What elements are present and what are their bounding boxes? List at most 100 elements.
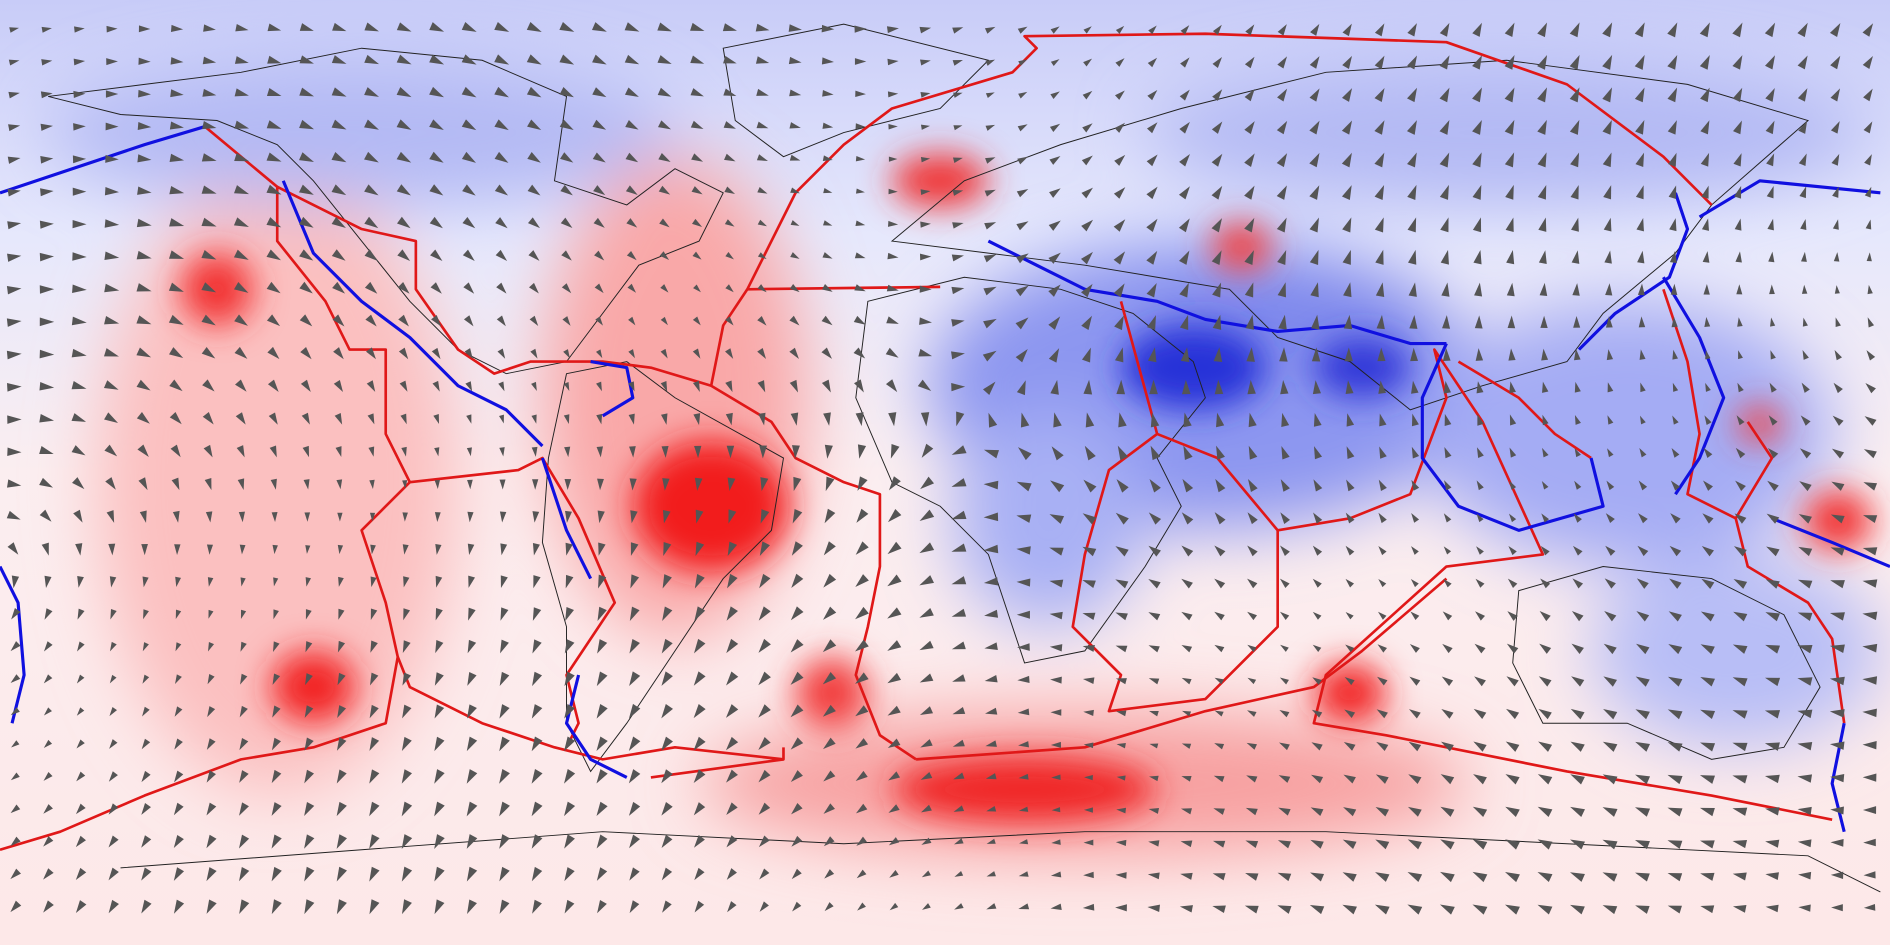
arrow (1375, 839, 1390, 850)
arrow (789, 283, 800, 293)
arrow (1863, 88, 1873, 102)
arrow (109, 739, 118, 749)
arrow (1180, 808, 1192, 815)
arrow (1279, 742, 1290, 751)
arrow (919, 607, 934, 618)
arrow (1309, 120, 1320, 135)
arrow (267, 55, 282, 64)
arrow (564, 671, 575, 687)
arrow (1637, 283, 1645, 296)
arrow (628, 316, 636, 326)
arrow (760, 477, 769, 492)
arrow (1539, 282, 1548, 297)
arrow (1734, 513, 1747, 524)
arrow (591, 22, 607, 32)
arrow (1764, 22, 1776, 38)
arrow (790, 252, 800, 259)
arrow (7, 253, 22, 262)
arrow (694, 867, 705, 881)
arrow (41, 26, 52, 33)
arrow (1248, 412, 1257, 428)
arrow (887, 91, 899, 98)
arrow (1863, 482, 1878, 491)
arrow (434, 899, 445, 915)
arrow (857, 902, 866, 911)
arrow (304, 705, 314, 718)
arrow (238, 511, 245, 523)
arrow (1863, 838, 1876, 847)
arrow (1082, 645, 1095, 652)
arrow (757, 380, 766, 393)
arrow (1147, 90, 1158, 101)
arrow (206, 738, 216, 750)
arrow (1407, 55, 1417, 70)
arrow (1602, 807, 1618, 817)
arrow (1635, 676, 1650, 687)
arrow (595, 316, 603, 326)
arrow (854, 25, 867, 33)
arrow (630, 510, 638, 524)
arrow (1766, 546, 1780, 557)
arrow (1247, 379, 1256, 395)
arrow (1506, 282, 1515, 297)
arrow (1148, 25, 1157, 35)
arrow (77, 576, 84, 588)
arrow (1699, 775, 1716, 784)
arrow (1504, 55, 1515, 70)
arrow (499, 866, 510, 882)
arrow (919, 253, 932, 261)
arrow (1311, 314, 1320, 330)
arrow (202, 121, 217, 130)
arrow (1570, 152, 1580, 168)
arrow (1667, 22, 1678, 38)
arrow (1048, 316, 1061, 330)
arrow (305, 609, 312, 620)
arrow (888, 123, 898, 130)
arrow (396, 184, 411, 196)
arrow (657, 120, 672, 130)
arrow (434, 769, 445, 784)
arrow (1409, 644, 1420, 653)
arrow (823, 737, 836, 750)
arrow (7, 542, 19, 555)
arrow (661, 834, 673, 849)
arrow (1212, 57, 1223, 68)
arrow (271, 769, 282, 784)
arrow (401, 899, 412, 915)
arrow (1018, 871, 1029, 877)
arrow (369, 479, 375, 490)
arrow (693, 736, 706, 751)
arrow (1310, 807, 1324, 817)
arrow (299, 249, 314, 261)
arrow (1244, 282, 1254, 298)
arrow (1375, 249, 1384, 265)
arrow (888, 188, 898, 195)
arrow (271, 512, 278, 523)
arrow (856, 836, 867, 846)
arrow (791, 445, 800, 459)
arrow (1049, 547, 1064, 556)
arrow (1341, 152, 1352, 168)
arrow (1831, 448, 1845, 459)
arrow (1797, 709, 1813, 719)
arrow (984, 26, 996, 34)
arrow (1538, 708, 1552, 720)
arrow (1863, 449, 1877, 459)
arrow (1635, 872, 1650, 882)
arrow (239, 544, 246, 555)
arrow (271, 802, 282, 816)
arrow (1113, 187, 1126, 199)
arrow (1472, 217, 1482, 233)
arrow (1605, 283, 1613, 296)
arrow (1050, 59, 1060, 67)
arrow (8, 124, 21, 132)
arrow (1830, 547, 1845, 556)
arrow (856, 508, 869, 523)
arrow (1342, 872, 1357, 882)
arrow (853, 347, 866, 359)
arrow (1639, 349, 1646, 360)
arrow (1312, 545, 1323, 556)
arrow (1278, 775, 1291, 783)
arrow (1474, 315, 1483, 329)
arrow (432, 380, 440, 392)
